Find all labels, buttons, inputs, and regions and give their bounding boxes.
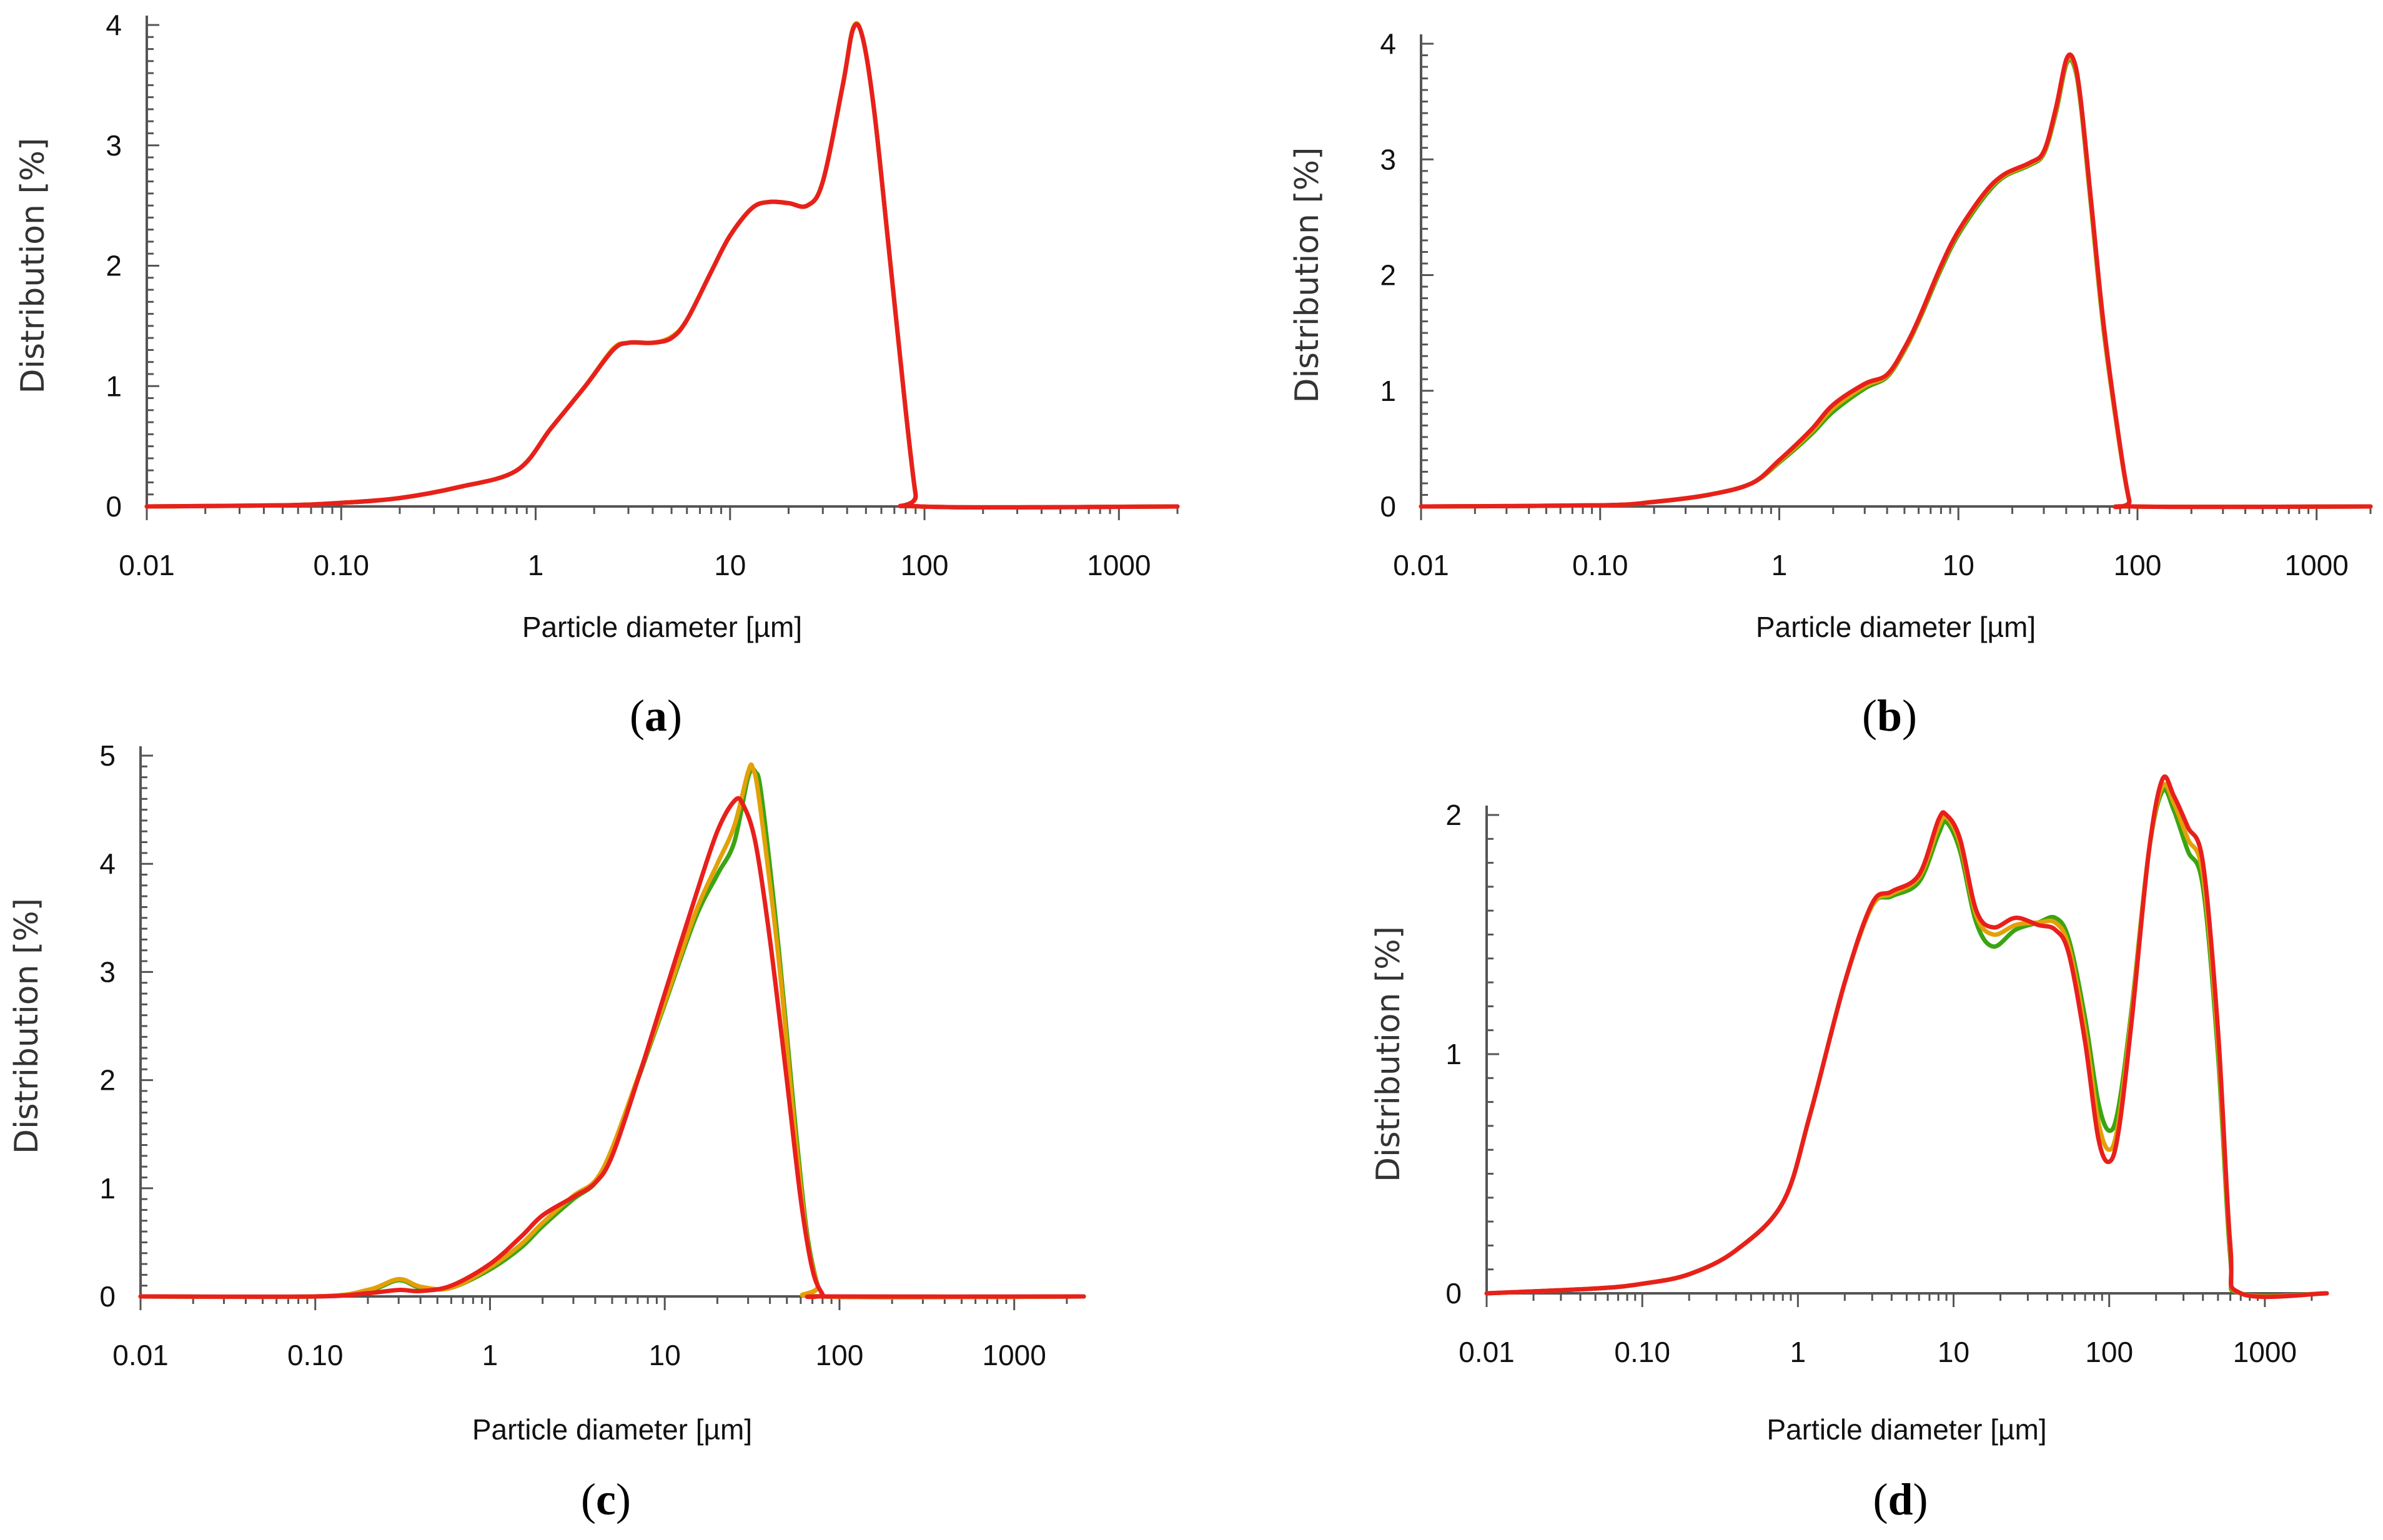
x-tick-label: 0.01: [1459, 1336, 1515, 1368]
series-line-2: [144, 21, 1180, 510]
series-line-3: [1419, 52, 2373, 510]
y-tick-label: 2: [106, 250, 122, 282]
y-axis-title: Distribution [%]: [8, 898, 46, 1154]
panel-caption: (c): [581, 1474, 631, 1524]
chart-panel-a: 0.01 0.10 1 10 100 1000 0 1 2 3 4 Particle diameter…: [14, 9, 1180, 741]
y-tick-label: 0: [1380, 490, 1396, 523]
x-tick-label: 100: [2085, 1336, 2133, 1368]
y-tick-label: 1: [99, 1172, 116, 1205]
x-tick-label: 1: [1771, 549, 1788, 581]
y-tick-label: 4: [1380, 27, 1396, 60]
x-tick-label: 1: [482, 1339, 498, 1371]
series-line-3: [138, 796, 1086, 1300]
x-axis-title: Particle diameter [µm]: [1766, 1413, 2046, 1446]
y-tick-label: 2: [1445, 799, 1462, 831]
caption-close-paren: ): [667, 691, 682, 741]
y-tick-label: 1: [106, 370, 122, 402]
y-tick-label: 3: [99, 955, 116, 988]
series-line-2: [138, 762, 1086, 1300]
panel-caption: (a): [630, 691, 682, 741]
caption-letter: a: [645, 691, 667, 741]
caption-letter: c: [596, 1474, 616, 1524]
x-tick-label: 10: [714, 549, 746, 581]
y-tick-label: 1: [1380, 375, 1396, 407]
y-tick-label: 4: [99, 847, 116, 880]
y-tick-label: 1: [1445, 1038, 1462, 1070]
x-tick-label: 100: [2114, 549, 2162, 581]
x-tick-label: 0.10: [1614, 1336, 1670, 1368]
x-tick-label: 0.10: [313, 549, 369, 581]
x-tick-label: 1000: [2233, 1336, 2297, 1368]
x-tick-label: 0.01: [112, 1339, 169, 1371]
x-tick-label: 10: [1943, 549, 1974, 581]
y-tick-label: 4: [106, 9, 122, 41]
series-line-1: [138, 766, 1086, 1300]
chart-panel-b: 0.01 0.10 1 10 100 1000 0 1 2 3 4 Particle diameter…: [1289, 27, 2373, 741]
panel-caption: (d): [1873, 1474, 1928, 1524]
x-tick-label: 1: [1790, 1336, 1806, 1368]
y-tick-label: 0: [1445, 1277, 1462, 1310]
x-tick-label: 100: [816, 1339, 864, 1371]
y-tick-label: 2: [99, 1064, 116, 1097]
caption-close-paren: ): [1913, 1474, 1928, 1524]
caption-letter: d: [1888, 1474, 1913, 1524]
series-line-3: [1484, 774, 2329, 1300]
x-tick-label: 1: [528, 549, 544, 581]
x-tick-label: 1000: [983, 1339, 1046, 1371]
x-tick-label: 0.10: [287, 1339, 344, 1371]
x-tick-label: 0.01: [1393, 549, 1449, 581]
x-tick-label: 100: [901, 549, 949, 581]
y-axis-title: Distribution [%]: [1370, 926, 1407, 1182]
y-tick-label: 2: [1380, 259, 1396, 292]
y-tick-label: 3: [106, 129, 122, 162]
caption-close-paren: ): [616, 1474, 631, 1524]
y-tick-label: 3: [1380, 143, 1396, 175]
x-tick-label: 1000: [2285, 549, 2349, 581]
chart-panel-d: 0.01 0.10 1 10 100 1000 0 1 2 Particle diameter […: [1370, 774, 2329, 1524]
y-tick-label: 5: [99, 739, 116, 772]
series-line-2: [1419, 54, 2373, 510]
chart-panel-c: 0.01 0.10 1 10 100 1000 0 1 2 3 4 5 Particle diamete…: [8, 739, 1086, 1524]
series-line-3: [144, 22, 1180, 510]
y-axis-title: Distribution [%]: [1289, 147, 1326, 403]
caption-open-paren: (: [581, 1474, 596, 1524]
x-axis-title: Particle diameter [µm]: [1756, 611, 2036, 643]
x-tick-label: 10: [649, 1339, 681, 1371]
y-tick-label: 0: [99, 1280, 116, 1313]
caption-open-paren: (: [630, 691, 645, 741]
x-tick-label: 1000: [1087, 549, 1151, 581]
x-axis-title: Particle diameter [µm]: [522, 611, 802, 643]
caption-letter: b: [1877, 691, 1902, 741]
y-axis-title: Distribution [%]: [14, 138, 52, 394]
x-tick-label: 0.10: [1572, 549, 1628, 581]
series-line-1: [1419, 57, 2373, 510]
x-axis-title: Particle diameter [µm]: [472, 1413, 752, 1446]
x-tick-label: 0.01: [119, 549, 175, 581]
y-tick-label: 0: [106, 490, 122, 523]
series-line-1: [144, 22, 1180, 510]
x-tick-label: 10: [1938, 1336, 1969, 1368]
caption-open-paren: (: [1873, 1474, 1888, 1524]
panel-caption: (b): [1862, 691, 1917, 741]
caption-open-paren: (: [1862, 691, 1877, 741]
caption-close-paren: ): [1902, 691, 1917, 741]
